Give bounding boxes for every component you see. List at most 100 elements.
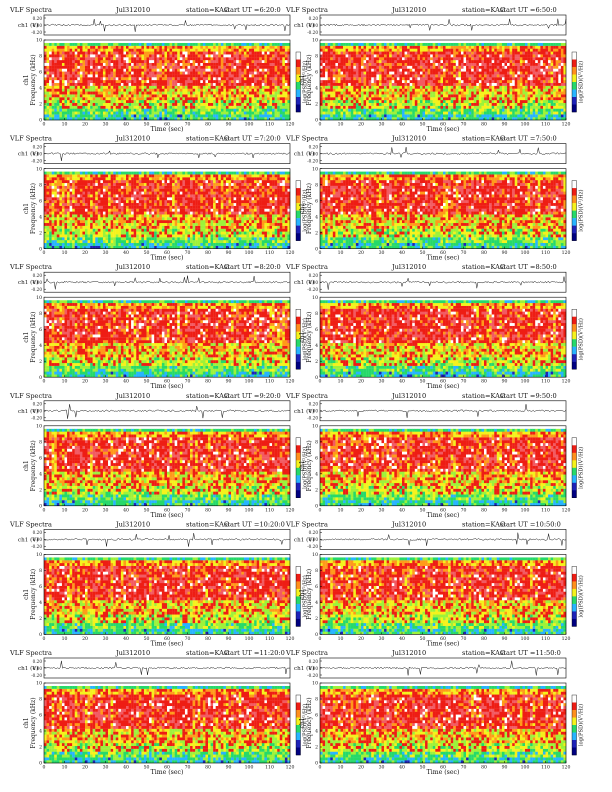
spectrogram-cell [103, 103, 106, 106]
spectrogram-cell [226, 60, 229, 63]
spectrogram-cell [272, 80, 275, 83]
spectrogram-cell [144, 103, 147, 106]
spectrogram-cell [330, 77, 333, 80]
spectrogram-cell [489, 106, 492, 109]
spectrogram-cell [167, 43, 170, 46]
spectrogram-cell [213, 40, 216, 43]
spectrogram-cell [320, 103, 323, 106]
spectrogram-cell [328, 117, 331, 120]
spectrogram-cell [229, 80, 232, 83]
spectrogram-cell [384, 43, 387, 46]
spectrogram-cell [164, 54, 167, 57]
spectrogram-cell [195, 86, 198, 89]
spectrogram-cell [241, 114, 244, 117]
spectrogram-cell [198, 94, 201, 97]
spectrogram-cell [59, 80, 62, 83]
spectrogram-cell [175, 83, 178, 86]
spectrogram-cell [320, 74, 323, 77]
spectrogram-cell [453, 40, 456, 43]
spectrogram-cell [139, 89, 142, 92]
spectrogram-cell [134, 60, 137, 63]
spectrogram-cell [141, 69, 144, 72]
spectrogram-cell [366, 69, 369, 72]
spectrogram-cell [239, 111, 242, 114]
spectrogram-cell [471, 69, 474, 72]
spectrogram-cell [440, 43, 443, 46]
spectrogram-cell [456, 71, 459, 74]
spectrogram-cell [338, 54, 341, 57]
spectrogram-cell [172, 109, 175, 112]
spectrogram-cell [433, 86, 436, 89]
spectrogram-cell [369, 89, 372, 92]
spectrogram-cell [254, 74, 257, 77]
spectrogram-cell [77, 111, 80, 114]
spectrogram-cell [113, 91, 116, 94]
spectrogram-cell [497, 66, 500, 69]
spectrogram-cell [328, 114, 331, 117]
spectrogram-cell [159, 54, 162, 57]
spectrogram-cell [226, 91, 229, 94]
spectrogram-cell [512, 80, 515, 83]
spectrogram-cell [103, 97, 106, 100]
spectrogram-cell [52, 54, 55, 57]
spectrogram-cell [325, 91, 328, 94]
spectrogram-cell [259, 43, 262, 46]
spectrogram-cell [139, 80, 142, 83]
spectrogram-cell [136, 40, 139, 43]
spectrogram-cell [175, 60, 178, 63]
spectrogram-cell [226, 97, 229, 100]
spectrogram-cell [159, 103, 162, 106]
spectrogram-cell [415, 43, 418, 46]
spectrogram-cell [82, 89, 85, 92]
spectrogram-cell [466, 60, 469, 63]
spectrogram-cell [387, 114, 390, 117]
spectrogram-cell [223, 114, 226, 117]
spectrogram-cell [399, 100, 402, 103]
spectrogram-cell [200, 111, 203, 114]
spectrogram-cell [244, 111, 247, 114]
panel-date-text: Jul312010 [115, 6, 150, 14]
spectrogram-cell [387, 77, 390, 80]
spectrogram-cell [272, 54, 275, 57]
spectrogram-cell [379, 43, 382, 46]
spectrogram-cell [479, 103, 482, 106]
x-tick-label: 110 [265, 122, 274, 128]
spectrogram-cell [264, 106, 267, 109]
spectrogram-cell [484, 74, 487, 77]
spectrogram-cell [407, 94, 410, 97]
spectrogram-cell [348, 91, 351, 94]
spectrogram-cell [371, 49, 374, 52]
spectrogram-cell [144, 97, 147, 100]
spectrogram-cell [229, 43, 232, 46]
spectrogram-cell [47, 100, 50, 103]
spectrogram-cell [474, 54, 477, 57]
spectrogram-cell [410, 100, 413, 103]
spectrogram-cell [226, 74, 229, 77]
spectrogram-cell [167, 114, 170, 117]
spectrogram-cell [44, 66, 47, 69]
spectrogram-cell [188, 89, 191, 92]
spectrogram-cell [270, 114, 273, 117]
spectrogram-cell [440, 51, 443, 54]
spectrogram-cell [461, 74, 464, 77]
spectrogram-cell [195, 106, 198, 109]
spectrogram-cell [147, 66, 150, 69]
spectrogram-cell [254, 40, 257, 43]
spectrogram-cell [458, 74, 461, 77]
spectrogram-cell [244, 83, 247, 86]
spectrogram-cell [438, 100, 441, 103]
spectrogram-cell [505, 103, 508, 106]
spectrogram-cell [205, 80, 208, 83]
spectrogram-cell [116, 80, 119, 83]
spectrogram-cell [44, 51, 47, 54]
spectrogram-cell [458, 111, 461, 114]
spectrogram-cell [162, 46, 165, 49]
spectrogram-cell [75, 43, 78, 46]
spectrogram-cell [211, 94, 214, 97]
spectrogram-cell [323, 57, 326, 60]
spectrogram-cell [433, 89, 436, 92]
spectrogram-cell [420, 80, 423, 83]
spectrogram-cell [343, 66, 346, 69]
spectrogram-cell [103, 54, 106, 57]
spectrogram-cell [280, 43, 283, 46]
